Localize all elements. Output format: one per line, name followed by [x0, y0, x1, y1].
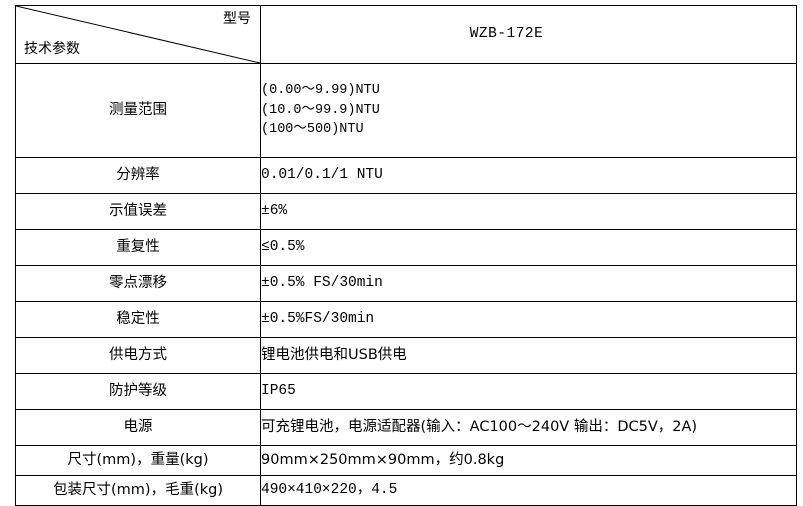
table-row: 防护等级 IP65 [15, 373, 797, 410]
table-row: 稳定性 ±0.5%FS/30min [15, 301, 797, 338]
param-value-cell: 锂电池供电和USB供电 [260, 337, 797, 374]
param-name-cell: 尺寸(mm)，重量(kg) [15, 445, 261, 476]
header-parameter-label: 技术参数 [24, 40, 80, 57]
param-name-cell: 稳定性 [15, 301, 261, 338]
table-row: 零点漂移 ±0.5% FS/30min [15, 265, 797, 302]
table-row: 包装尺寸(mm)，毛重(kg) 490×410×220，4.5 [15, 475, 797, 506]
param-name-cell: 分辨率 [15, 157, 261, 194]
param-name-cell: 测量范围 [15, 63, 261, 158]
technical-specification-table: 型号 技术参数 WZB-172E 测量范围 (0.00～9.99)NTU (10… [15, 5, 797, 506]
table-row: 供电方式 锂电池供电和USB供电 [15, 337, 797, 374]
param-value-cell: ±6% [260, 193, 797, 230]
param-name-cell: 防护等级 [15, 373, 261, 410]
param-name-cell: 示值误差 [15, 193, 261, 230]
table-row: 分辨率 0.01/0.1/1 NTU [15, 157, 797, 194]
table-row: 示值误差 ±6% [15, 193, 797, 230]
value-line: (100～500)NTU [261, 122, 364, 138]
table-row: 尺寸(mm)，重量(kg) 90mm×250mm×90mm，约0.8kg [15, 445, 797, 476]
param-name-cell: 电源 [15, 409, 261, 446]
value-line: (0.00～9.99)NTU [261, 83, 380, 99]
table-header-row: 型号 技术参数 WZB-172E [15, 5, 797, 64]
param-value-cell: (0.00～9.99)NTU (10.0～99.9)NTU (100～500)N… [260, 63, 797, 158]
value-line-list: (0.00～9.99)NTU (10.0～99.9)NTU (100～500)N… [261, 81, 796, 140]
header-model-label: 型号 [223, 11, 251, 27]
table-row: 电源 可充锂电池，电源适配器(输入：AC100～240V 输出：DC5V，2A) [15, 409, 797, 446]
param-value-cell: IP65 [260, 373, 797, 410]
value-line: (10.0～99.9)NTU [261, 102, 380, 118]
param-value-cell: 可充锂电池，电源适配器(输入：AC100～240V 输出：DC5V，2A) [260, 409, 797, 446]
param-value-cell: 490×410×220，4.5 [260, 475, 797, 506]
diagonal-header-cell: 型号 技术参数 [15, 5, 261, 64]
param-value-cell: ±0.5% FS/30min [260, 265, 797, 302]
model-value: WZB-172E [469, 25, 544, 42]
table-row: 重复性 ≤0.5% [15, 229, 797, 266]
param-value-cell: ≤0.5% [260, 229, 797, 266]
param-name-cell: 包装尺寸(mm)，毛重(kg) [15, 475, 261, 506]
param-name-cell: 重复性 [15, 229, 261, 266]
table-row: 测量范围 (0.00～9.99)NTU (10.0～99.9)NTU (100～… [15, 63, 797, 158]
table-body: 型号 技术参数 WZB-172E 测量范围 (0.00～9.99)NTU (10… [15, 5, 797, 506]
param-name-cell: 供电方式 [15, 337, 261, 374]
param-value-cell: 90mm×250mm×90mm，约0.8kg [260, 445, 797, 476]
param-value-cell: ±0.5%FS/30min [260, 301, 797, 338]
param-value-cell: 0.01/0.1/1 NTU [260, 157, 797, 194]
model-value-cell: WZB-172E [260, 5, 797, 64]
param-name-cell: 零点漂移 [15, 265, 261, 302]
